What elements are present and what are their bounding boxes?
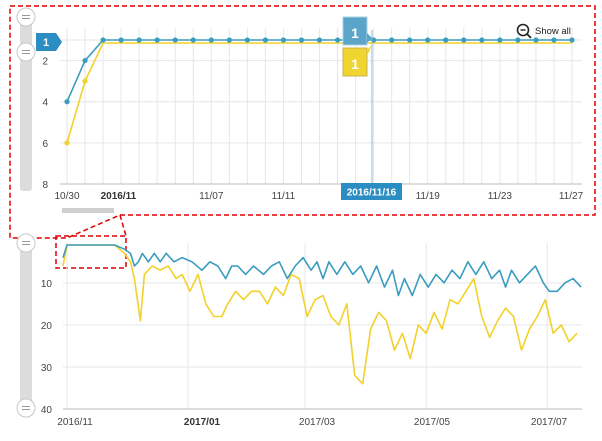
detail-x-tick-label: 11/07 xyxy=(199,191,224,202)
detail-x-tick-label: 11/27 xyxy=(559,191,584,202)
hover-date-label: 2016/11/16 xyxy=(341,183,402,200)
svg-text:1: 1 xyxy=(351,25,359,41)
detail-data-point[interactable] xyxy=(425,37,431,43)
overview-y-tick-label: 30 xyxy=(41,363,53,374)
vertical-slider-handle[interactable] xyxy=(16,42,36,62)
detail-data-point[interactable] xyxy=(298,37,305,43)
detail-data-point[interactable] xyxy=(551,37,557,43)
overview-series xyxy=(62,244,582,385)
detail-data-point[interactable] xyxy=(262,37,268,43)
zoom-selection-box[interactable] xyxy=(55,235,127,269)
show-all-button[interactable]: Show all xyxy=(516,23,571,39)
overview-y-tick-label: 20 xyxy=(41,321,53,332)
detail-data-point[interactable] xyxy=(190,37,196,43)
overview-y-tick-label: 40 xyxy=(41,405,53,416)
vertical-slider-top-handle[interactable] xyxy=(16,7,36,27)
overview-axes: 10 20 30 40 2016/11 2017/01 2017/03 2017/05 2017… xyxy=(41,279,582,428)
detail-data-point[interactable] xyxy=(82,78,88,84)
overview-x-tick-label: 2017/01 xyxy=(184,417,221,428)
detail-data-point[interactable] xyxy=(64,140,70,146)
detail-x-tick-label: 10/30 xyxy=(54,191,79,202)
current-rank-badge: 1 xyxy=(36,33,62,51)
detail-axes: 2 4 6 8 10/30 2016/11 11/07 11/11 11/19 11/23 11/2… xyxy=(42,57,583,202)
show-all-label: Show all xyxy=(535,26,571,37)
detail-y-tick-label: 8 xyxy=(42,180,48,191)
detail-y-tick-label: 6 xyxy=(42,139,48,150)
zoom-callout-connector xyxy=(119,214,127,237)
overview-x-tick-label: 2017/03 xyxy=(299,417,336,428)
detail-data-point[interactable] xyxy=(208,37,214,43)
detail-data-point[interactable] xyxy=(280,37,287,43)
detail-data-point[interactable] xyxy=(316,37,323,43)
current-rank-value: 1 xyxy=(43,37,49,49)
detail-scroll-handle[interactable] xyxy=(62,208,114,213)
detail-grid xyxy=(60,28,582,185)
detail-y-tick-label: 4 xyxy=(42,98,48,109)
detail-data-point[interactable] xyxy=(389,37,395,43)
detail-x-tick-label: 2016/11 xyxy=(101,191,137,202)
detail-data-point[interactable] xyxy=(497,37,503,43)
detail-x-tick-label: 11/19 xyxy=(416,191,441,202)
overview-slider-top-handle[interactable] xyxy=(16,233,36,253)
detail-data-point[interactable] xyxy=(479,37,485,43)
tooltip-blue-rank: 1 xyxy=(342,16,372,46)
svg-text:2016/11/16: 2016/11/16 xyxy=(347,188,397,199)
overview-slider-bottom-handle[interactable] xyxy=(16,398,36,418)
detail-data-point[interactable] xyxy=(100,37,106,43)
detail-data-point[interactable] xyxy=(461,37,467,43)
detail-data-point[interactable] xyxy=(82,57,88,64)
overview-x-tick-label: 2016/11 xyxy=(57,417,93,428)
detail-data-point[interactable] xyxy=(533,37,539,43)
overview-x-tick-label: 2017/07 xyxy=(531,417,568,428)
detail-data-point[interactable] xyxy=(172,37,178,43)
detail-series-line xyxy=(66,42,572,144)
detail-x-tick-label: 11/11 xyxy=(272,191,296,202)
detail-data-point[interactable] xyxy=(244,37,250,43)
tooltip-yellow-rank: 1 xyxy=(342,45,372,77)
detail-y-tick-label: 2 xyxy=(42,57,48,68)
detail-series xyxy=(64,37,575,146)
zoom-out-icon xyxy=(516,23,532,39)
detail-data-point[interactable] xyxy=(515,37,521,43)
vertical-zoom-slider-track[interactable] xyxy=(20,16,32,191)
detail-data-point[interactable] xyxy=(118,37,124,43)
detail-data-point[interactable] xyxy=(443,37,449,43)
svg-text:1: 1 xyxy=(351,56,359,72)
detail-data-point[interactable] xyxy=(226,37,232,43)
detail-data-point[interactable] xyxy=(407,37,413,43)
detail-data-point[interactable] xyxy=(136,37,142,43)
overview-y-tick-label: 10 xyxy=(41,279,53,290)
detail-data-point[interactable] xyxy=(334,37,341,43)
overview-grid xyxy=(63,243,582,410)
detail-data-point[interactable] xyxy=(569,37,575,43)
detail-x-tick-label: 11/23 xyxy=(488,191,513,202)
overview-series-line xyxy=(62,244,578,385)
detail-data-point[interactable] xyxy=(154,37,160,43)
overview-x-tick-label: 2017/05 xyxy=(414,417,451,428)
overview-series-line xyxy=(62,244,582,297)
detail-data-point[interactable] xyxy=(64,99,70,105)
overview-vertical-slider-track[interactable] xyxy=(20,243,32,408)
